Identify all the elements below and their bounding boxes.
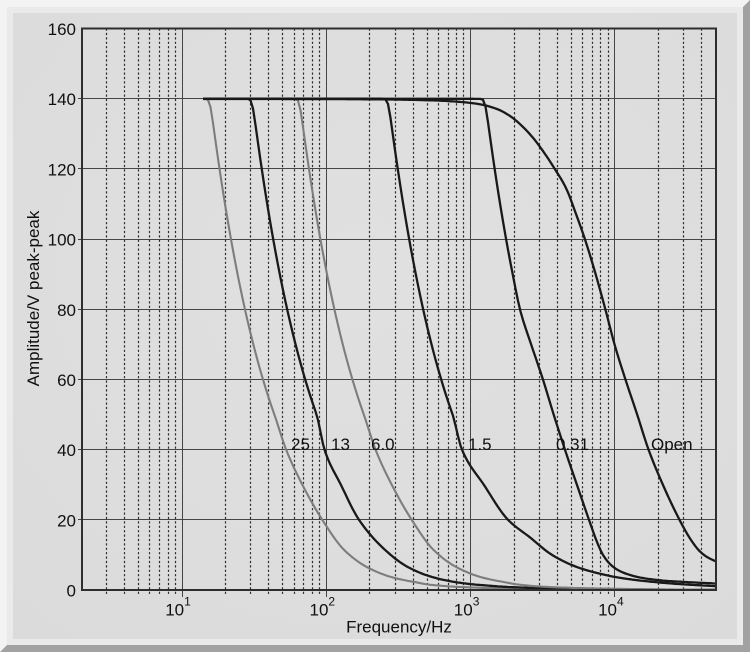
svg-text:13: 13 — [331, 435, 350, 454]
svg-text:40: 40 — [57, 441, 76, 460]
svg-text:60: 60 — [57, 371, 76, 390]
svg-text:Amplitude/V peak-peak: Amplitude/V peak-peak — [24, 210, 43, 386]
svg-text:20: 20 — [57, 511, 76, 530]
svg-text:104: 104 — [598, 595, 624, 620]
svg-text:102: 102 — [309, 595, 335, 620]
svg-text:120: 120 — [48, 160, 76, 179]
svg-text:0: 0 — [67, 582, 76, 601]
svg-text:Open: Open — [651, 435, 693, 454]
svg-text:Frequency/Hz: Frequency/Hz — [346, 618, 452, 637]
svg-text:101: 101 — [165, 595, 191, 620]
svg-text:25: 25 — [291, 435, 310, 454]
svg-text:0.31: 0.31 — [556, 435, 589, 454]
svg-text:103: 103 — [454, 595, 480, 620]
svg-text:6.0: 6.0 — [371, 435, 395, 454]
svg-text:80: 80 — [57, 301, 76, 320]
svg-text:1.5: 1.5 — [468, 435, 492, 454]
svg-text:100: 100 — [48, 231, 76, 250]
svg-text:140: 140 — [48, 90, 76, 109]
svg-text:160: 160 — [48, 20, 76, 39]
